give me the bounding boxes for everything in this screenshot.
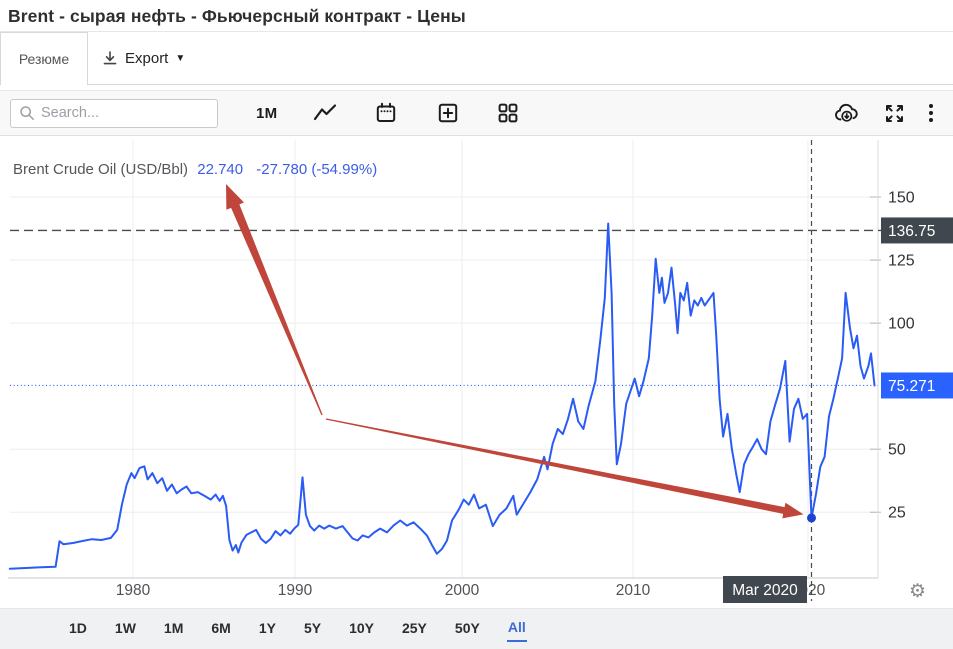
- y-axis-label: 25: [888, 505, 906, 522]
- x-axis-label: 2000: [445, 582, 480, 599]
- x-axis-label: 1990: [278, 582, 313, 599]
- tab-summary-label: Резюме: [18, 51, 70, 67]
- more-options-button[interactable]: [929, 98, 933, 128]
- range-selector: 1D 1W 1M 6M 1Y 5Y 10Y 25Y 50Y All: [0, 608, 953, 649]
- chevron-down-icon: ▼: [175, 52, 186, 64]
- search-input[interactable]: [41, 105, 209, 121]
- y-axis-label: 150: [888, 190, 915, 207]
- high-price-badge: [881, 217, 953, 244]
- arrow-to-legend-price: [226, 184, 323, 416]
- date-range-button[interactable]: [375, 98, 397, 128]
- date-badge-label: Mar 2020: [732, 582, 798, 599]
- tab-strip: Export ▼: [88, 32, 953, 85]
- toolbar-right-group: [834, 98, 933, 128]
- x-axis-label: 2010: [616, 582, 651, 599]
- chart-legend: Brent Crude Oil (USD/Bbl) 22.740 -27.780…: [13, 161, 377, 178]
- range-button-1y[interactable]: 1Y: [258, 620, 276, 636]
- chart-area[interactable]: 1980 1990 2000 2010 2020 Mar 2020 150 125 100 50 2…: [0, 137, 953, 608]
- cloud-download-icon: [835, 103, 858, 122]
- date-badge: [723, 576, 807, 603]
- range-button-5y[interactable]: 5Y: [303, 620, 322, 636]
- indicators-grid-button[interactable]: [497, 98, 519, 128]
- legend-series-name: Brent Crude Oil (USD/Bbl): [13, 161, 189, 178]
- range-button-1m[interactable]: 1M: [163, 620, 184, 636]
- gear-icon[interactable]: ⚙: [908, 581, 926, 602]
- arrow-to-mar-2020-low: [325, 418, 804, 519]
- range-button-50y[interactable]: 50Y: [454, 620, 480, 636]
- legend-price: 22.740: [197, 161, 244, 178]
- interval-button[interactable]: 1M: [256, 104, 278, 122]
- current-price-badge: [881, 372, 953, 399]
- line-chart-icon: [314, 104, 337, 121]
- kebab-icon: [929, 104, 933, 108]
- fullscreen-icon: [886, 104, 903, 122]
- range-button-all[interactable]: All: [506, 616, 527, 642]
- range-button-1w[interactable]: 1W: [114, 620, 136, 636]
- tab-row: Резюме Export ▼: [0, 32, 953, 85]
- add-square-icon: [439, 103, 458, 123]
- grid-icon: [499, 103, 518, 123]
- page-title: Brent - сырая нефть - Фьючерсный контрак…: [8, 6, 466, 26]
- range-button-6m[interactable]: 6M: [211, 620, 231, 636]
- high-price-badge-label: 136.75: [888, 223, 935, 240]
- download-icon: [103, 51, 117, 65]
- export-label: Export: [125, 49, 169, 67]
- y-axis-label: 50: [888, 442, 906, 459]
- x-axis-label: 1980: [116, 582, 151, 599]
- chart-toolbar: 1M: [0, 90, 953, 136]
- tab-summary[interactable]: Резюме: [0, 32, 88, 85]
- range-button-1d[interactable]: 1D: [69, 620, 87, 636]
- search-box[interactable]: [10, 98, 218, 128]
- chart-type-button[interactable]: [313, 98, 337, 128]
- compare-add-button[interactable]: [437, 98, 459, 128]
- export-button[interactable]: Export ▼: [102, 50, 185, 67]
- search-icon: [20, 106, 34, 120]
- current-price-badge-label: 75.271: [888, 378, 935, 395]
- price-line: [8, 222, 876, 570]
- fullscreen-button[interactable]: [884, 98, 905, 128]
- y-axis-label: 100: [888, 316, 915, 333]
- download-chart-button[interactable]: [834, 98, 860, 128]
- calendar-icon: [377, 102, 396, 122]
- price-marker-dot: [807, 513, 816, 523]
- legend-change: -27.780 (-54.99%): [256, 161, 378, 178]
- range-button-10y[interactable]: 10Y: [349, 620, 374, 636]
- y-axis-label: 125: [888, 253, 915, 270]
- title-bar: Brent - сырая нефть - Фьючерсный контрак…: [0, 0, 953, 32]
- range-button-25y[interactable]: 25Y: [401, 620, 427, 636]
